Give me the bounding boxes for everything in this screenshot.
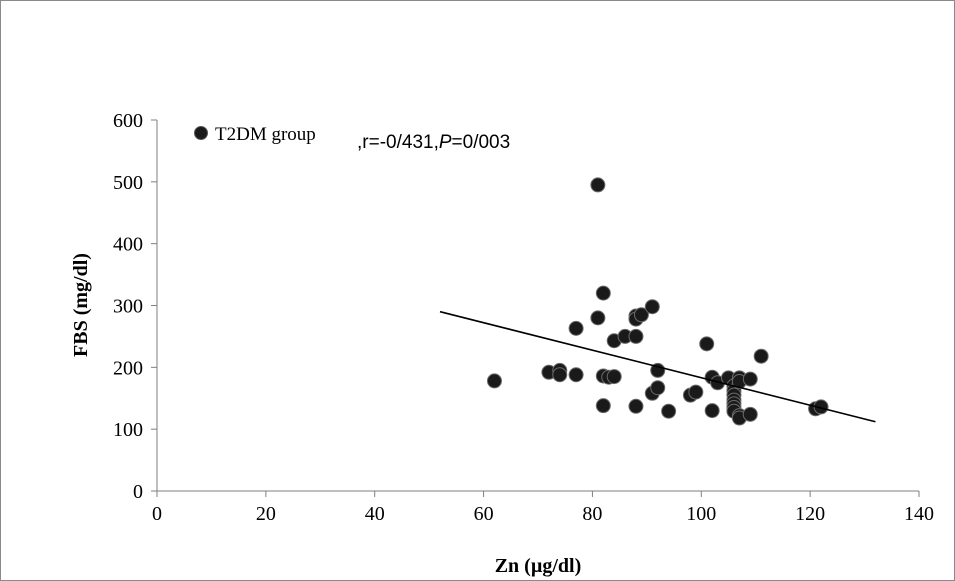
- x-tick-label: 60: [474, 503, 494, 525]
- legend-label: T2DM group: [215, 124, 316, 145]
- x-tick-label: 20: [256, 503, 276, 525]
- data-point: [628, 328, 644, 344]
- data-point: [644, 299, 660, 315]
- axes: [156, 120, 919, 492]
- data-point: [650, 380, 666, 396]
- data-point: [486, 373, 502, 389]
- data-point: [742, 406, 758, 422]
- data-point: [704, 403, 720, 419]
- y-tick-label: 300: [113, 296, 143, 318]
- data-point: [568, 320, 584, 336]
- y-tick-label: 600: [113, 110, 143, 132]
- x-ticks: 0 20 40 60 80 100 120 140: [152, 491, 934, 525]
- data-point: [595, 285, 611, 301]
- data-point: [742, 371, 758, 387]
- data-point: [633, 307, 649, 323]
- data-point: [606, 369, 622, 385]
- x-tick-label: 0: [152, 503, 162, 525]
- y-ticks: 0 100 200 300 400 500 600: [113, 110, 157, 503]
- x-tick-label: 120: [795, 503, 825, 525]
- data-point: [590, 310, 606, 326]
- y-tick-label: 500: [113, 172, 143, 194]
- x-axis-title: Zn (µg/dl): [495, 555, 582, 577]
- data-point: [688, 384, 704, 400]
- legend-p-symbol: P: [439, 132, 452, 153]
- data-point: [590, 177, 606, 193]
- legend-r-value: ,r=-0/431,: [357, 132, 439, 153]
- legend-marker: [194, 126, 208, 140]
- legend: T2DM group ,r=-0/431,P=0/003: [194, 124, 510, 153]
- x-tick-label: 100: [686, 503, 716, 525]
- data-point: [568, 367, 584, 383]
- y-axis-title: FBS (mg/dl): [70, 253, 92, 357]
- y-tick-label: 100: [113, 419, 143, 441]
- legend-p-value: =0/003: [452, 132, 511, 153]
- y-tick-label: 0: [133, 481, 143, 503]
- data-point: [753, 348, 769, 364]
- legend-stats: ,r=-0/431,P=0/003: [357, 132, 510, 153]
- data-point: [699, 336, 715, 352]
- data-point: [661, 403, 677, 419]
- x-tick-label: 80: [582, 503, 602, 525]
- linear-trendline: [439, 310, 876, 423]
- x-tick-label: 140: [904, 503, 934, 525]
- x-tick-label: 40: [365, 503, 385, 525]
- data-point: [552, 367, 568, 383]
- data-point: [628, 398, 644, 414]
- data-point: [595, 398, 611, 414]
- data-points: [486, 177, 829, 426]
- y-tick-label: 400: [113, 234, 143, 256]
- y-tick-label: 200: [113, 357, 143, 379]
